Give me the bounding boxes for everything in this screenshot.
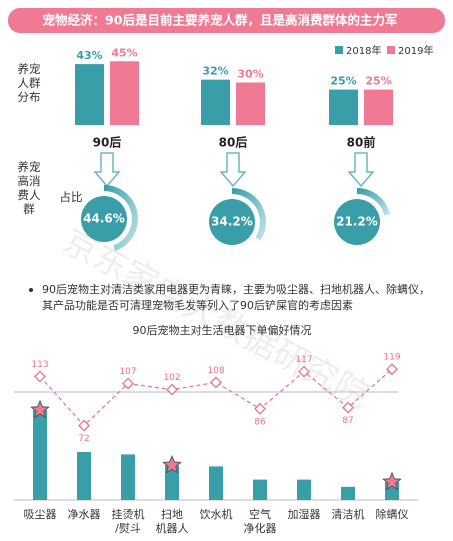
bar: [110, 61, 139, 125]
x-tick-label: 挂烫机 /熨斗: [111, 508, 145, 535]
x-tick-label: 加湿器: [287, 508, 321, 521]
value-label: 32%: [202, 65, 228, 78]
header-bar: [8, 8, 445, 33]
line-marker: [254, 402, 266, 415]
x-tick-label: 空气 净化器: [243, 508, 277, 535]
legend-swatch: [387, 46, 395, 54]
value-label: 72: [78, 434, 89, 444]
donut-arc: [231, 188, 266, 241]
value-label: 108: [207, 366, 224, 376]
value-label: 25%: [365, 75, 391, 88]
arrow: [219, 152, 247, 188]
bar: [201, 79, 230, 125]
arrow: [93, 152, 121, 188]
value-label: 86: [254, 417, 266, 427]
bar: [77, 452, 91, 500]
value-label: 113: [31, 360, 48, 370]
line-marker: [122, 377, 134, 390]
legend-label: 2019年: [398, 44, 433, 57]
sub-label: 占比: [59, 190, 83, 204]
bar: [33, 410, 47, 500]
bar: [297, 479, 311, 500]
category-label: 80前: [347, 135, 376, 150]
donut-arc: [356, 188, 391, 216]
header-title: 宠物经济：90后是目前主要养宠人群，且是高消费群体的主力军: [43, 13, 398, 28]
highlight-star: [30, 399, 50, 419]
legend-swatch: [335, 46, 343, 54]
bar: [236, 82, 265, 125]
value-label: 25%: [330, 75, 356, 88]
note: 90后宠物主对清洁类家用电器更为青睐，主要为吸尘器、扫地机器人、除螨仪，其产品功…: [42, 283, 430, 312]
chart-title: 90后宠物主对生活电器下单偏好情况: [133, 323, 312, 337]
line-marker: [210, 376, 222, 389]
value-label: 44.6%: [83, 212, 125, 226]
line-marker: [342, 401, 354, 414]
y-axis-label: 养宠高消费人群: [17, 160, 41, 216]
x-tick-label: 净水器: [67, 508, 101, 521]
bar: [121, 454, 135, 500]
value-label: 107: [119, 367, 136, 377]
bar: [341, 486, 355, 500]
arrow: [347, 152, 375, 188]
x-tick-label: 吸尘器: [23, 508, 57, 521]
y-axis-label: 养宠人群分布: [17, 62, 41, 104]
value-label: 21.2%: [336, 215, 378, 229]
donut-center: [209, 199, 255, 245]
donut-center: [81, 196, 127, 242]
donut-arc: [103, 185, 138, 252]
x-tick-label: 除螨仪: [375, 508, 409, 521]
x-tick-label: 饮水机: [199, 508, 233, 521]
line: [39, 368, 393, 427]
line-marker: [298, 365, 310, 378]
bar: [253, 479, 267, 500]
line-marker: [386, 363, 398, 376]
x-tick-label: 清洁机: [331, 508, 365, 521]
bar: [364, 89, 393, 125]
donut-center: [334, 199, 380, 245]
value-label: 43%: [76, 49, 102, 62]
highlight-star: [162, 454, 182, 474]
value-label: 45%: [111, 46, 137, 59]
bullet: [29, 288, 33, 292]
line-marker: [166, 383, 178, 396]
x-tick-label: 扫地 机器人: [155, 508, 189, 535]
bar: [329, 89, 358, 125]
bar: [75, 64, 104, 125]
value-label: 119: [383, 353, 400, 363]
category-label: 80后: [219, 135, 248, 150]
line-marker: [34, 370, 46, 383]
value-label: 117: [295, 355, 312, 365]
legend-label: 2018年: [346, 44, 381, 57]
bar: [165, 465, 179, 500]
value-label: 87: [342, 416, 353, 426]
value-label: 30%: [237, 68, 263, 81]
line-marker: [78, 419, 90, 432]
value-label: 102: [163, 373, 180, 383]
category-label: 90后: [93, 135, 122, 150]
value-label: 34.2%: [211, 215, 253, 229]
bar: [209, 466, 223, 500]
highlight-star: [382, 471, 402, 491]
